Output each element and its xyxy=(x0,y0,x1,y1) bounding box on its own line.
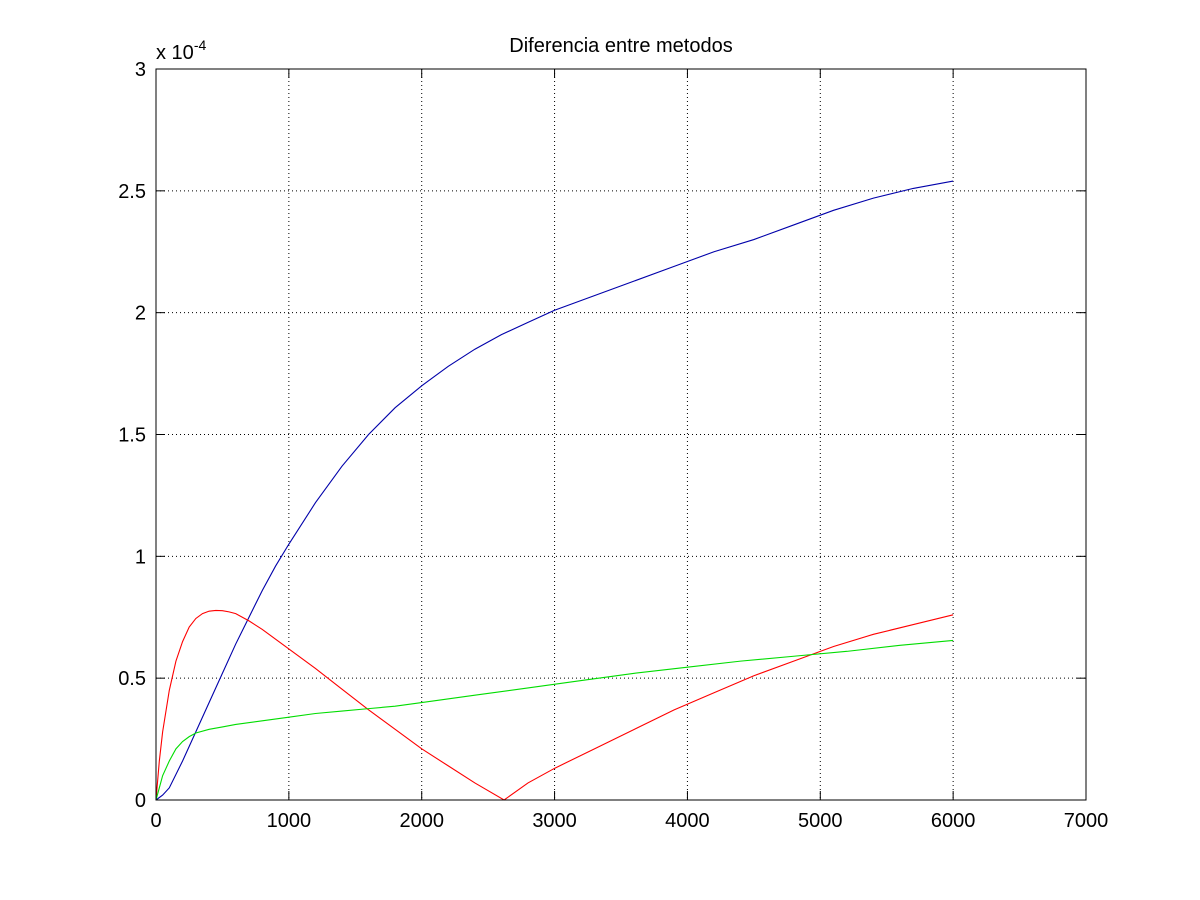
y-tick-label: 0 xyxy=(135,790,146,812)
x-tick-label: 4000 xyxy=(665,810,710,832)
x-tick-label: 5000 xyxy=(798,810,843,832)
series-line-3 xyxy=(155,639,954,801)
series-line-2 xyxy=(155,609,954,801)
y-tick-label: 2.5 xyxy=(118,181,146,203)
series-group xyxy=(155,180,954,801)
y-axis-multiplier-exponent: -4 xyxy=(194,37,207,53)
x-tick-label: 0 xyxy=(150,810,161,832)
y-tick-labels: 0 0.5 1 1.5 2 2.5 3 xyxy=(118,59,146,812)
y-tick-label: 3 xyxy=(135,59,146,81)
x-tick-label: 7000 xyxy=(1064,810,1109,832)
x-tick-labels: 0 1000 2000 3000 4000 5000 6000 7000 xyxy=(150,810,1108,832)
grid xyxy=(156,69,1086,800)
y-tick-label: 1 xyxy=(135,546,146,568)
y-tick-label: 2 xyxy=(135,303,146,325)
x-tick-label: 1000 xyxy=(267,810,312,832)
y-axis-multiplier-base: x 10 xyxy=(156,42,194,64)
series-line-1 xyxy=(155,180,954,801)
x-tick-label: 3000 xyxy=(532,810,577,832)
tick-marks xyxy=(155,68,1087,801)
y-axis-multiplier: x 10-4 xyxy=(156,37,206,64)
y-tick-label: 1.5 xyxy=(118,425,146,447)
chart-title: Diferencia entre metodos xyxy=(509,35,732,57)
x-tick-label: 2000 xyxy=(399,810,444,832)
x-tick-label: 6000 xyxy=(931,810,976,832)
y-tick-label: 0.5 xyxy=(118,668,146,690)
